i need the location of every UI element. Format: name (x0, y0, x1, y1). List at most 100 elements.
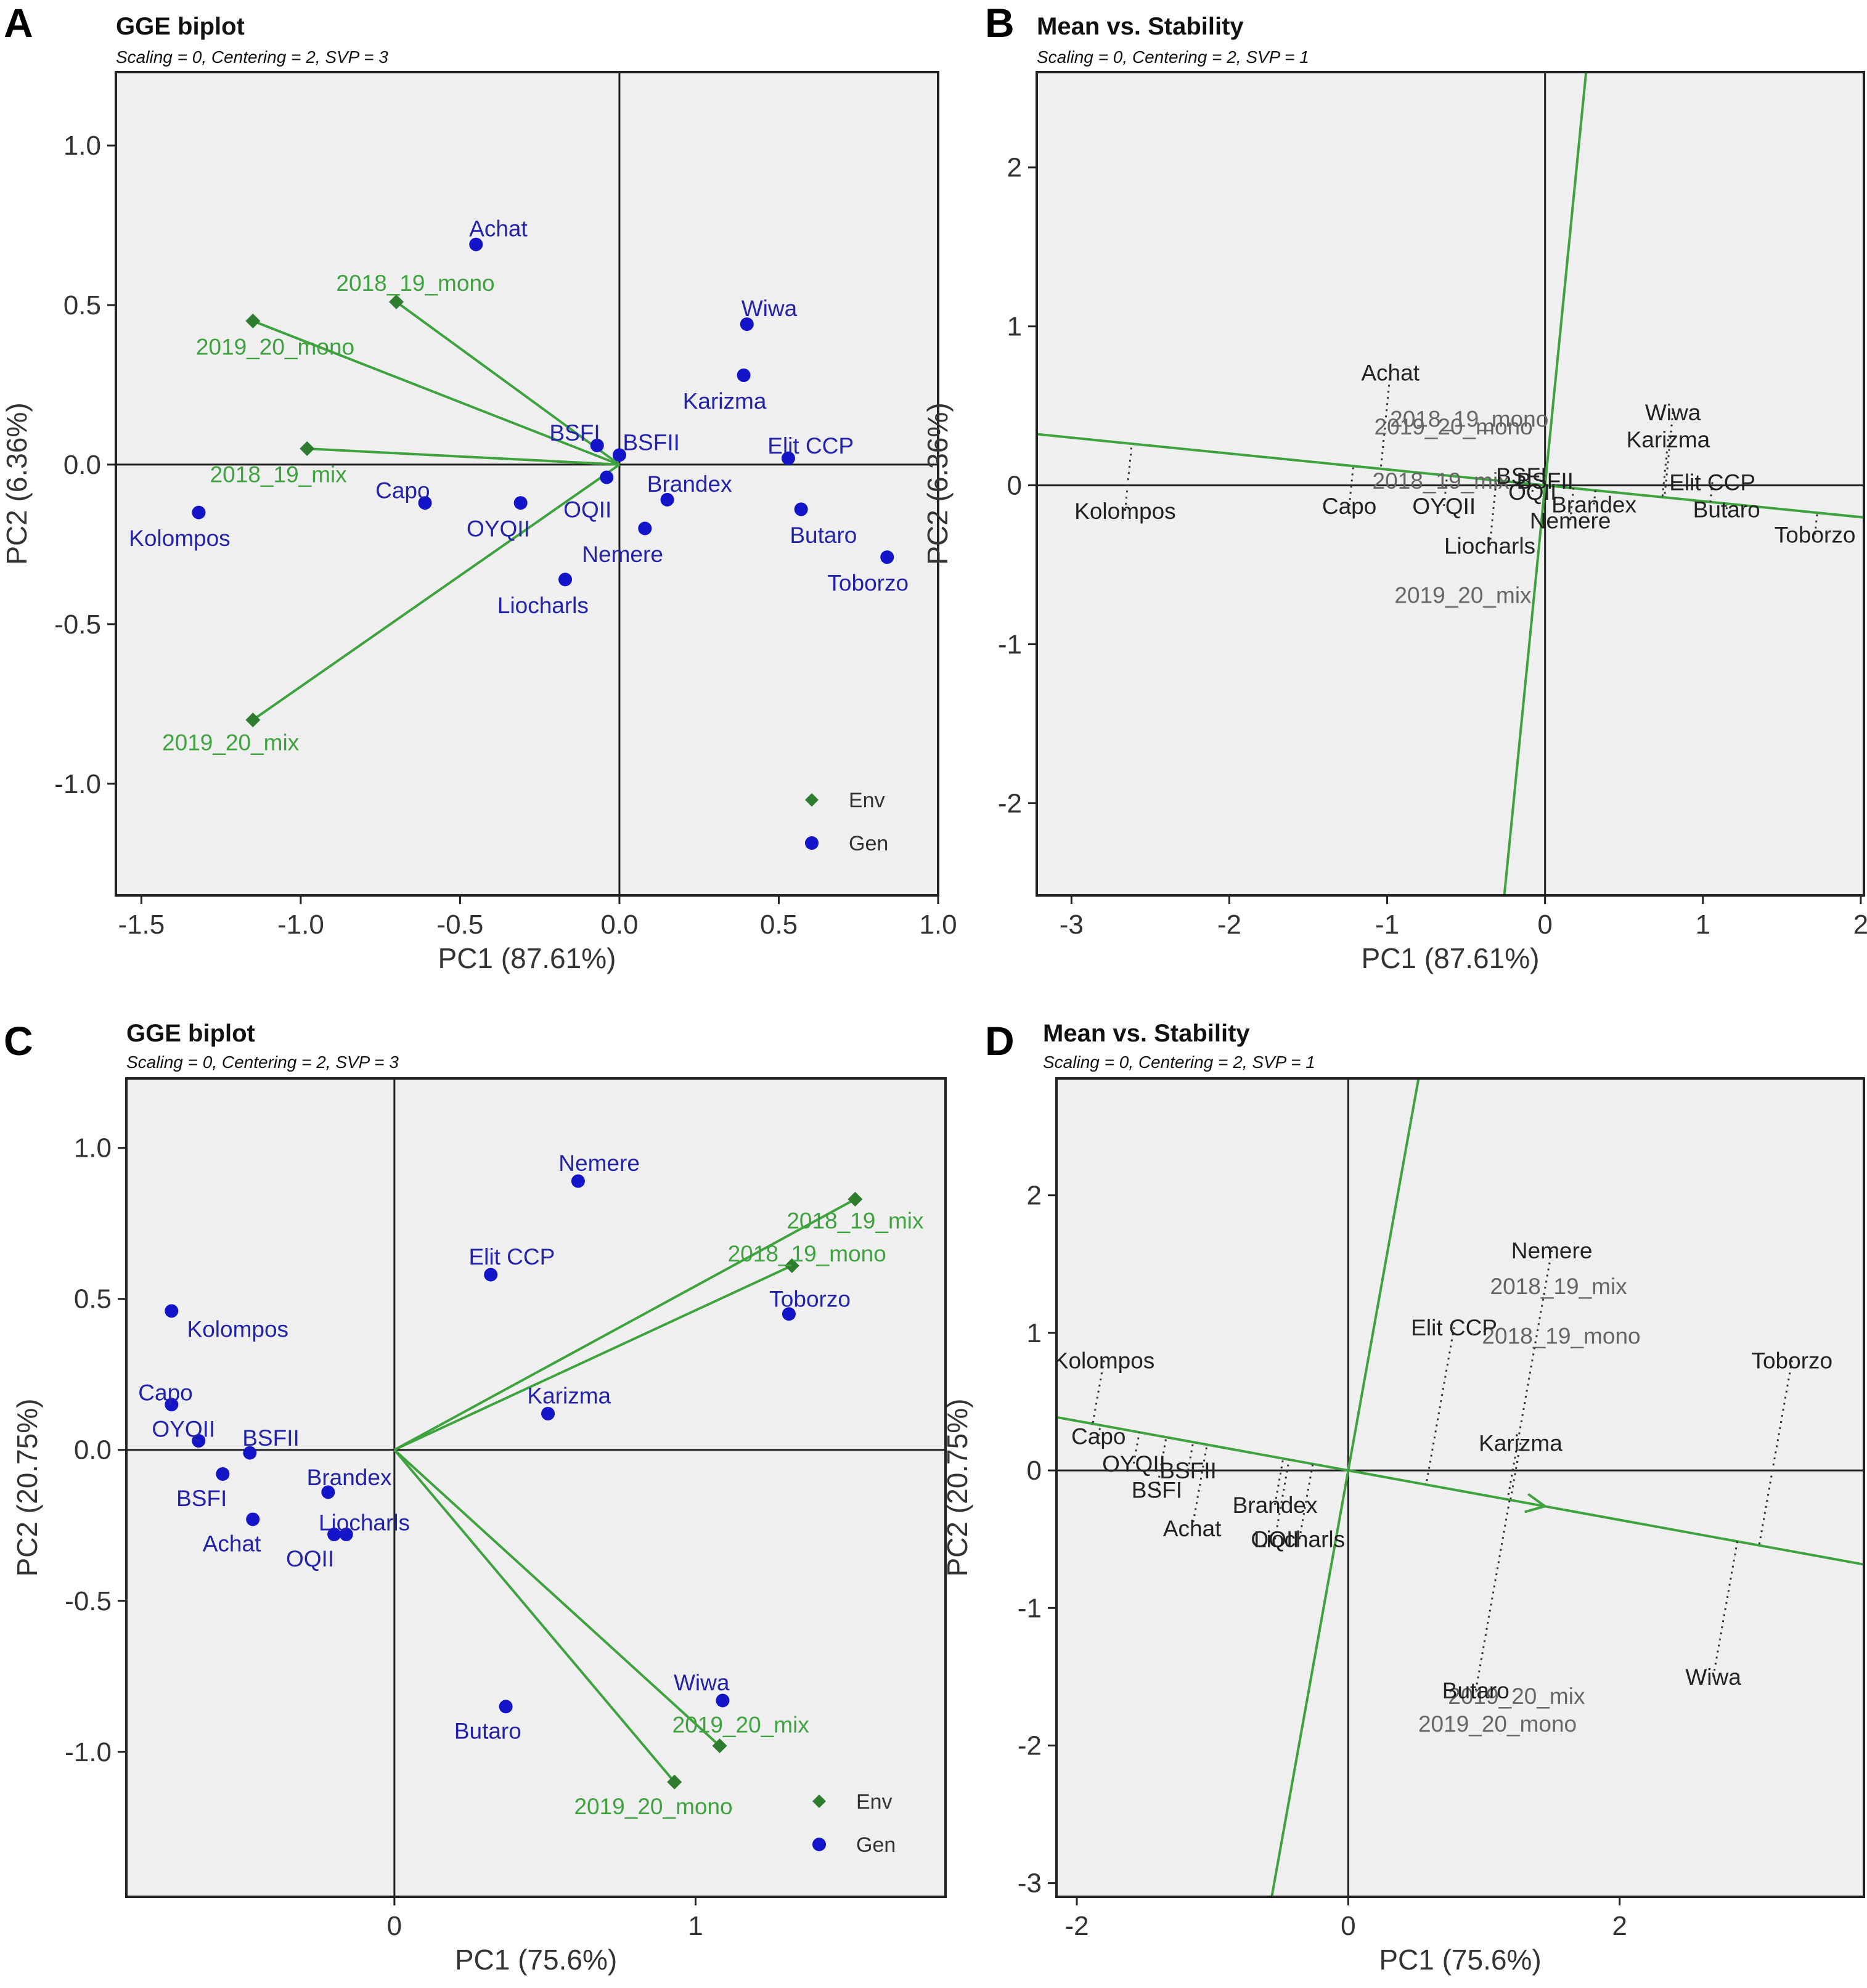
panel-b-gen-label-oyqii: OYQII (1412, 494, 1476, 519)
panel-a-letter: A (4, 0, 33, 46)
panel-a-env-point-2019-20-mono (245, 313, 261, 328)
panel-d-gen-label-bsfii: BSFII (1159, 1458, 1217, 1483)
panel-c-legend-gen-label: Gen (856, 1833, 896, 1857)
panel-a-gen-label-butaro: Butaro (790, 523, 857, 548)
panel-a-gen-point-liocharls (558, 572, 573, 587)
panel-a-ytick-label: -1.0 (54, 769, 101, 799)
panel-c-gen-point-brandex (321, 1485, 335, 1499)
panel-b-letter: B (985, 0, 1015, 46)
panel-c-ytick-label: 0.0 (74, 1435, 112, 1465)
panel-a-gen-label-karizma: Karizma (683, 388, 767, 413)
panel-b-gen-label-butaro: Butaro (1693, 497, 1760, 522)
panel-a-gen-label-oqii: OQII (563, 497, 611, 522)
panel-c-env-vector-2018-19-mix (393, 1198, 856, 1451)
panel-d-env-label-2018-19-mix: 2018_19_mix (1490, 1274, 1628, 1299)
panel-c-legend-env-label: Env (856, 1790, 893, 1814)
panel-d-ytick-label: -3 (1018, 1868, 1042, 1899)
panel-b-gen-projection-brandex (1593, 490, 1596, 505)
panel-d-ytick-label: 1 (1027, 1318, 1042, 1348)
panel-a-gen-point-karizma (737, 368, 751, 382)
panel-a-gen-point-brandex (660, 492, 674, 507)
panel-b-ytick-label: 2 (1007, 153, 1022, 183)
panel-d-gen-projection-kolompos (1092, 1360, 1105, 1424)
panel-a-env-point-2018-19-mix (300, 441, 315, 457)
panel-a-env-label-2019-20-mix: 2019_20_mix (162, 730, 300, 755)
panel-a-env-point-2019-20-mix (245, 712, 261, 728)
panel-b-ytick-label: -2 (998, 788, 1022, 818)
panel-d-env-label-2019-20-mono: 2019_20_mono (1418, 1711, 1577, 1737)
panel-c-gen-label-brandex: Brandex (307, 1465, 392, 1490)
panel-b-ytick-label: 1 (1007, 312, 1022, 342)
panel-c-gen-point-oyqii (192, 1434, 206, 1448)
panel-a-ylabel: PC2 (6.36%) (1, 402, 33, 564)
panel-c: C GGE biplot Scaling = 0, Centering = 2, S… (4, 1018, 947, 1976)
panel-a-legend-env-label: Env (849, 789, 885, 812)
panel-d-gen-label-wiwa: Wiwa (1685, 1664, 1741, 1690)
panel-b-ytick-label: 0 (1007, 471, 1022, 501)
panel-c-ytick-label: 1.0 (74, 1133, 112, 1163)
panel-d-gen-label-capo: Capo (1071, 1424, 1126, 1449)
panel-b-xtick-label: -2 (1217, 910, 1241, 940)
panel-a-legend-gen-label: Gen (849, 832, 888, 855)
panel-d-letter: D (985, 1018, 1015, 1064)
panel-a-gen-label-oyqii: OYQII (467, 516, 530, 541)
panel-d-gen-label-kolompos: Kolompos (1053, 1348, 1155, 1374)
panel-c-legend-gen-marker (812, 1838, 826, 1851)
panel-a-gen-label-capo: Capo (375, 478, 430, 503)
panel-c-gen-label-achat: Achat (203, 1531, 261, 1557)
panel-a-plot-content: 2018_19_mono 2019_20_mono 2018_19_mix 2019_… (116, 72, 938, 895)
panel-b-gen-projection-butaro (1725, 503, 1728, 510)
panel-b-gen-label-elit-ccp: Elit CCP (1669, 470, 1755, 495)
panel-b-xtick-label: 0 (1537, 910, 1552, 940)
panel-b-gen-projection-kolompos (1124, 443, 1133, 511)
panel-c-xtick-label: 1 (688, 1911, 703, 1941)
panel-a-gen-label-wiwa: Wiwa (741, 296, 798, 321)
panel-d-gen-label-nemere: Nemere (1511, 1238, 1593, 1263)
panel-d-env-label-2018-19-mono: 2018_19_mono (1482, 1323, 1640, 1348)
panel-d-xlabel: PC1 (75.6%) (1379, 1944, 1541, 1976)
panel-d-gen-projection-brandex (1273, 1458, 1285, 1505)
panel-d-plot-content: 2018_19_mix 2018_19_mono 2019_20_mix2019_2… (1053, 1078, 1864, 1897)
panel-a-env-label-2019-20-mono: 2019_20_mono (196, 334, 354, 359)
panel-d-gen-label-oqii: OQII (1251, 1527, 1299, 1552)
panel-d-gen-label-achat: Achat (1163, 1516, 1222, 1541)
panel-a-gen-label-kolompos: Kolompos (129, 526, 231, 551)
panel-a-env-vector-2018-19-mix (307, 447, 620, 466)
panel-c-gen-point-kolompos (165, 1304, 179, 1318)
panel-d-xtick-label: 2 (1612, 1911, 1627, 1941)
panel-a-env-vector-2018-19-mono (395, 301, 621, 466)
panel-a-frame (115, 71, 939, 897)
panel-a-env-label-2018-19-mix: 2018_19_mix (210, 462, 348, 487)
panel-a-gen-label-nemere: Nemere (582, 542, 663, 567)
panel-c-ylabel: PC2 (20.75%) (11, 1399, 43, 1577)
panel-b-title: Mean vs. Stability (1037, 13, 1244, 40)
panel-c-env-vector-2019-20-mono (393, 1449, 676, 1783)
panel-a-xtick-label: -0.5 (437, 910, 484, 940)
panel-d-ytick-label: 2 (1027, 1181, 1042, 1211)
panel-b-env-label-2018-19-mono: 2018_19_mono (1390, 406, 1548, 431)
panel-d-gen-label-brandex: Brandex (1233, 1493, 1318, 1518)
panel-d-ytick-label: 0 (1027, 1456, 1042, 1486)
panel-b-gen-label-liocharls: Liocharls (1444, 534, 1535, 559)
panel-b-mean-axis (1037, 433, 1864, 519)
panel-a-legend-gen-marker (805, 836, 819, 850)
panel-c-letter: C (4, 1018, 33, 1064)
panel-b-gen-label-toborzo: Toborzo (1775, 523, 1856, 548)
panel-a-subtitle: Scaling = 0, Centering = 2, SVP = 3 (116, 47, 388, 67)
panel-d-ytick-label: -1 (1018, 1593, 1042, 1623)
panel-c-gen-label-elit-ccp: Elit CCP (469, 1244, 555, 1269)
panel-a-gen-label-achat: Achat (469, 216, 528, 242)
panel-a-title: GGE biplot (116, 13, 245, 40)
panel-b-stability-axis (1503, 72, 1588, 895)
panel-a-xlabel: PC1 (87.61%) (438, 942, 616, 974)
panel-a-gen-point-achat (469, 237, 483, 251)
panel-a-gen-point-bsfi (590, 438, 604, 452)
panel-c-legend: Env Gen (812, 1790, 896, 1857)
panel-a-gen-point-elit-ccp (781, 451, 795, 465)
panel-b: B Mean vs. Stability Scaling = 0, Centerin… (921, 0, 1867, 974)
panel-d: D Mean vs. Stability Scaling = 0, Centerin… (941, 1018, 1865, 1976)
panel-c-gen-point-achat (246, 1512, 260, 1526)
panel-c-env-label-2019-20-mix: 2019_20_mix (672, 1713, 810, 1738)
panel-c-frame (125, 1077, 947, 1898)
